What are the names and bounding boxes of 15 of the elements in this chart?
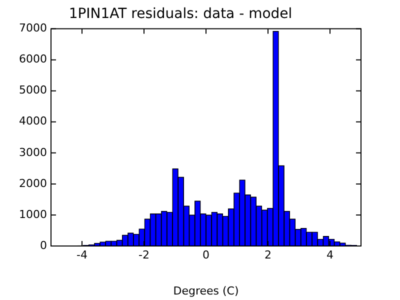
chart-title: 1PIN1AT residuals: data - model <box>68 6 292 22</box>
y-tick-label: 4000 <box>19 114 47 128</box>
y-tick-label: 7000 <box>19 22 47 35</box>
y-tick-label: 6000 <box>19 52 47 66</box>
x-tick-label: 2 <box>264 248 272 262</box>
x-tick-label: -4 <box>76 248 88 262</box>
x-tick-label: 4 <box>326 248 334 262</box>
y-tick-label: 3000 <box>19 146 47 159</box>
x-tick-label: -2 <box>138 248 150 262</box>
x-axis-title: Degrees (C) <box>173 284 239 298</box>
y-tick-label: 1000 <box>19 208 47 221</box>
y-tick-label: 2000 <box>19 176 47 190</box>
x-tick-label: 0 <box>202 248 210 262</box>
y-tick-label: 0 <box>40 238 47 252</box>
y-tick-label: 5000 <box>19 84 47 97</box>
